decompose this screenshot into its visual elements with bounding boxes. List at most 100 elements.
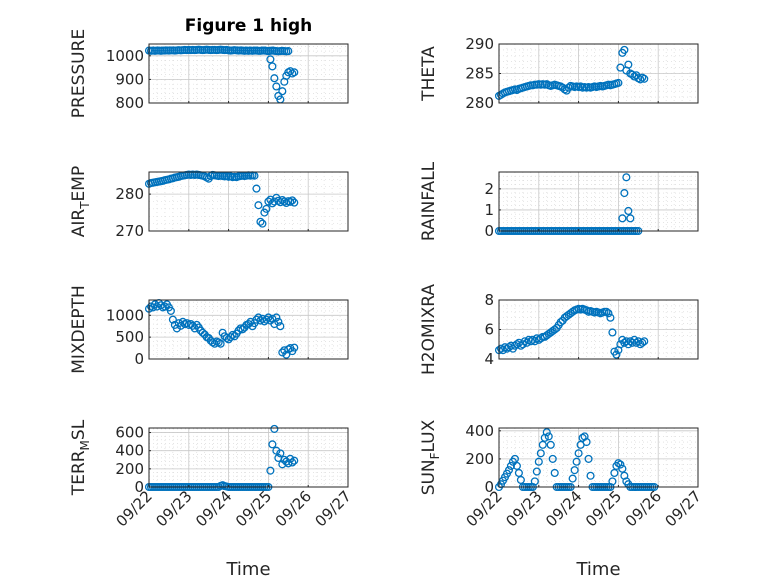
data-point bbox=[574, 449, 583, 458]
data-point bbox=[536, 449, 545, 458]
axes-frame bbox=[148, 43, 349, 104]
data-point bbox=[280, 197, 289, 206]
data-point bbox=[624, 206, 633, 216]
y-tick-label: 1000 bbox=[106, 306, 144, 324]
data-point bbox=[186, 319, 195, 329]
y-axis-label: RAINFALL bbox=[419, 161, 439, 241]
data-point bbox=[520, 337, 529, 346]
data-point bbox=[606, 313, 615, 322]
y-tick-label: 400 bbox=[465, 422, 494, 440]
data-point bbox=[626, 214, 635, 223]
y-tick-label: 280 bbox=[465, 94, 494, 112]
subplot-p5: 0 500 1000 MIXDEPTH bbox=[69, 285, 349, 374]
y-tick-label: 1 bbox=[484, 201, 494, 219]
data-point bbox=[208, 338, 217, 347]
data-point bbox=[514, 468, 523, 478]
chart-title: Figure 1 high bbox=[185, 16, 313, 36]
data-point bbox=[166, 306, 175, 315]
data-point bbox=[548, 454, 557, 463]
data-point bbox=[172, 324, 181, 333]
y-tick-label: 900 bbox=[115, 70, 144, 88]
data-point bbox=[262, 204, 271, 213]
y-axis-label: PRESSURE bbox=[69, 29, 89, 118]
subplot-p4: 0 1 2 RAINFALL bbox=[419, 161, 699, 241]
data-point bbox=[638, 338, 647, 347]
data-point bbox=[620, 45, 629, 54]
data-point bbox=[238, 325, 247, 334]
y-tick-label: 200 bbox=[115, 460, 144, 478]
data-point bbox=[496, 344, 506, 353]
y-axis-label: H2OMIXRA bbox=[419, 284, 439, 375]
data-point bbox=[254, 201, 263, 210]
data-point bbox=[582, 437, 591, 447]
y-tick-label: 0 bbox=[134, 350, 144, 368]
y-tick-label: 0 bbox=[484, 222, 494, 240]
data-point bbox=[290, 456, 299, 465]
data-point bbox=[290, 198, 299, 207]
subplot-p3: 270 280 AIRTEMP bbox=[69, 166, 349, 240]
data-point bbox=[168, 315, 177, 324]
data-point bbox=[604, 309, 613, 318]
data-point bbox=[608, 477, 617, 486]
data-point bbox=[608, 328, 617, 337]
y-tick-label: 6 bbox=[484, 321, 494, 339]
y-axis-label: MIXDEPTH bbox=[69, 285, 89, 374]
data-point bbox=[568, 474, 577, 483]
data-point bbox=[622, 173, 631, 182]
y-axis-label: TERRMSL bbox=[69, 419, 92, 496]
data-point bbox=[512, 461, 521, 470]
data-point bbox=[256, 316, 265, 325]
data-point bbox=[550, 325, 559, 334]
data-point bbox=[226, 333, 235, 342]
data-point bbox=[640, 74, 649, 83]
data-point bbox=[210, 339, 219, 348]
x-axis-label: Time bbox=[225, 559, 270, 580]
data-point bbox=[198, 328, 207, 337]
axes-frame bbox=[498, 427, 699, 488]
axes-frame bbox=[498, 43, 699, 104]
data-point bbox=[264, 197, 273, 206]
data-point bbox=[614, 459, 623, 468]
y-tick-label: 270 bbox=[115, 222, 144, 240]
y-tick-label: 800 bbox=[115, 94, 144, 112]
y-axis-label: SUNFLUX bbox=[419, 419, 442, 495]
subplot-p6: 4 6 8 H2OMIXRA bbox=[419, 284, 699, 375]
data-point bbox=[624, 60, 633, 69]
data-point bbox=[530, 477, 539, 486]
data-point bbox=[614, 78, 623, 87]
data-point bbox=[216, 339, 225, 348]
data-point bbox=[538, 440, 547, 449]
y-tick-label: 2 bbox=[484, 180, 494, 198]
data-point bbox=[268, 62, 277, 71]
y-axis-label: AIRTEMP bbox=[69, 166, 92, 237]
data-point bbox=[272, 313, 281, 322]
axes-frame bbox=[498, 299, 699, 360]
y-tick-label: 0 bbox=[484, 478, 494, 496]
data-point bbox=[268, 440, 277, 449]
axes-frame bbox=[148, 171, 349, 232]
data-point bbox=[160, 302, 169, 311]
data-point bbox=[264, 47, 273, 56]
data-point bbox=[286, 197, 295, 206]
data-point bbox=[586, 471, 595, 480]
data-point bbox=[528, 335, 537, 344]
data-point bbox=[266, 55, 275, 64]
data-point bbox=[618, 464, 627, 473]
data-point bbox=[578, 433, 587, 442]
data-point bbox=[506, 461, 515, 470]
data-point bbox=[556, 318, 565, 327]
data-point bbox=[640, 337, 649, 346]
data-point bbox=[610, 468, 619, 478]
data-point bbox=[504, 466, 514, 475]
data-point bbox=[516, 475, 525, 485]
y-tick-label: 285 bbox=[465, 65, 494, 83]
data-point bbox=[544, 432, 553, 441]
data-point bbox=[618, 214, 627, 223]
plot-area bbox=[149, 428, 348, 487]
data-point bbox=[252, 184, 261, 193]
data-point bbox=[270, 424, 279, 433]
y-tick-label: 0 bbox=[134, 478, 144, 496]
data-point bbox=[150, 300, 160, 309]
data-point bbox=[542, 428, 551, 437]
